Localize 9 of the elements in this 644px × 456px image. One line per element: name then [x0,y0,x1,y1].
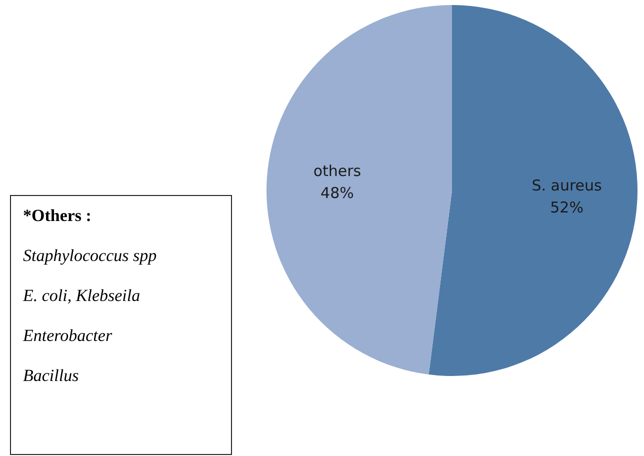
text: Enterobacter [23,326,114,346]
slice-label: others [313,162,362,180]
text: *Others : [23,206,92,226]
text: Staphylococcus spp [23,246,158,266]
text: Bacillus [23,366,80,386]
slice-label: S. aureus [532,176,602,195]
data-label: 48% [320,184,354,202]
data-label: 52% [550,198,584,217]
text: E. coli, Klebseila [23,286,142,306]
